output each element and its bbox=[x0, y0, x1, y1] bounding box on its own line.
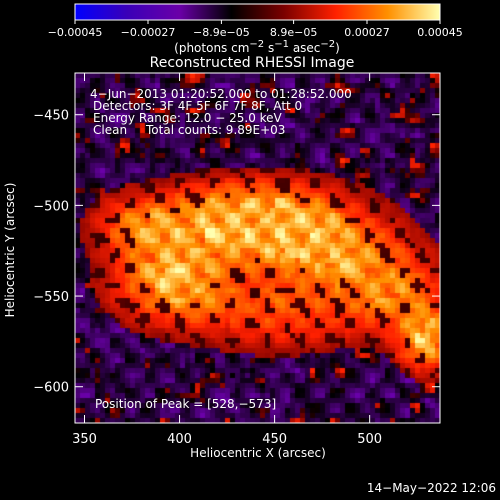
x-axis-ticks: 350 400 450 500 bbox=[72, 73, 382, 447]
x-tick-label: 500 bbox=[357, 432, 382, 447]
colorbar-tick-label: 0.00045 bbox=[417, 26, 463, 39]
y-tick-label: −500 bbox=[33, 199, 69, 214]
y-tick-label: −600 bbox=[33, 381, 69, 396]
colorbar-area: −0.00045 −0.00027 −8.9e−05 8.9e−05 0.00027 0.… bbox=[48, 3, 463, 39]
y-axis-ticks: −450 −500 −550 −600 bbox=[33, 109, 440, 396]
plot-frame bbox=[74, 72, 441, 424]
colorbar bbox=[74, 3, 441, 21]
annotation-counts: Total counts: 9.89E+03 bbox=[146, 123, 286, 137]
colorbar-unit-exp: −1 bbox=[274, 39, 289, 50]
colorbar-tick-label: −8.9e−05 bbox=[193, 26, 250, 39]
colorbar-unit-exp: −2 bbox=[320, 39, 336, 50]
image-panel bbox=[75, 73, 440, 423]
annotation-energy: Energy Range: 12.0 − 25.0 keV bbox=[93, 111, 282, 125]
annotation-detectors: Detectors: 3F 4F 5F 6F 7F 8F, Att 0 bbox=[93, 99, 303, 113]
colorbar-unit-part: ) bbox=[335, 41, 340, 55]
colorbar-unit-part: s bbox=[264, 41, 275, 55]
annotation-peak: Position of Peak = [528,−573] bbox=[95, 397, 277, 411]
y-axis-label: Heliocentric Y (arcsec) bbox=[3, 182, 17, 318]
footer-timestamp: 14−May−2022 12:06 bbox=[366, 481, 496, 495]
y-tick-label: −550 bbox=[33, 290, 69, 305]
x-tick-label: 400 bbox=[167, 432, 192, 447]
heatmap-image bbox=[75, 73, 440, 423]
colorbar-ticks: −0.00045 −0.00027 −8.9e−05 8.9e−05 0.00027 0.… bbox=[48, 20, 463, 39]
y-tick-label: −450 bbox=[33, 109, 69, 124]
x-axis-label: Heliocentric X (arcsec) bbox=[190, 446, 326, 460]
annotation-algorithm: Clean bbox=[93, 123, 128, 137]
colorbar-tick-label: −0.00045 bbox=[48, 26, 103, 39]
colorbar-unit-exp: −2 bbox=[249, 39, 265, 50]
chart-title: Reconstructed RHESSI Image bbox=[149, 55, 355, 71]
colorbar-tick-label: 0.00027 bbox=[344, 26, 390, 39]
y-axis-label-wrap: Heliocentric Y (arcsec) bbox=[3, 183, 17, 318]
colorbar-unit-part: (photons cm bbox=[174, 41, 250, 55]
colorbar-tick-label: 8.9e−05 bbox=[270, 26, 317, 39]
colorbar-unit-part: asec bbox=[289, 41, 321, 55]
colorbar-tick-label: −0.00027 bbox=[121, 26, 176, 39]
annotation-time-range: 4−Jun−2013 01:20:52.000 to 01:28:52.000 bbox=[90, 87, 352, 101]
x-tick-label: 450 bbox=[262, 432, 287, 447]
x-tick-label: 350 bbox=[72, 432, 97, 447]
colorbar-unit-label: (photons cm−2 s−1 asec−2) bbox=[174, 39, 340, 55]
